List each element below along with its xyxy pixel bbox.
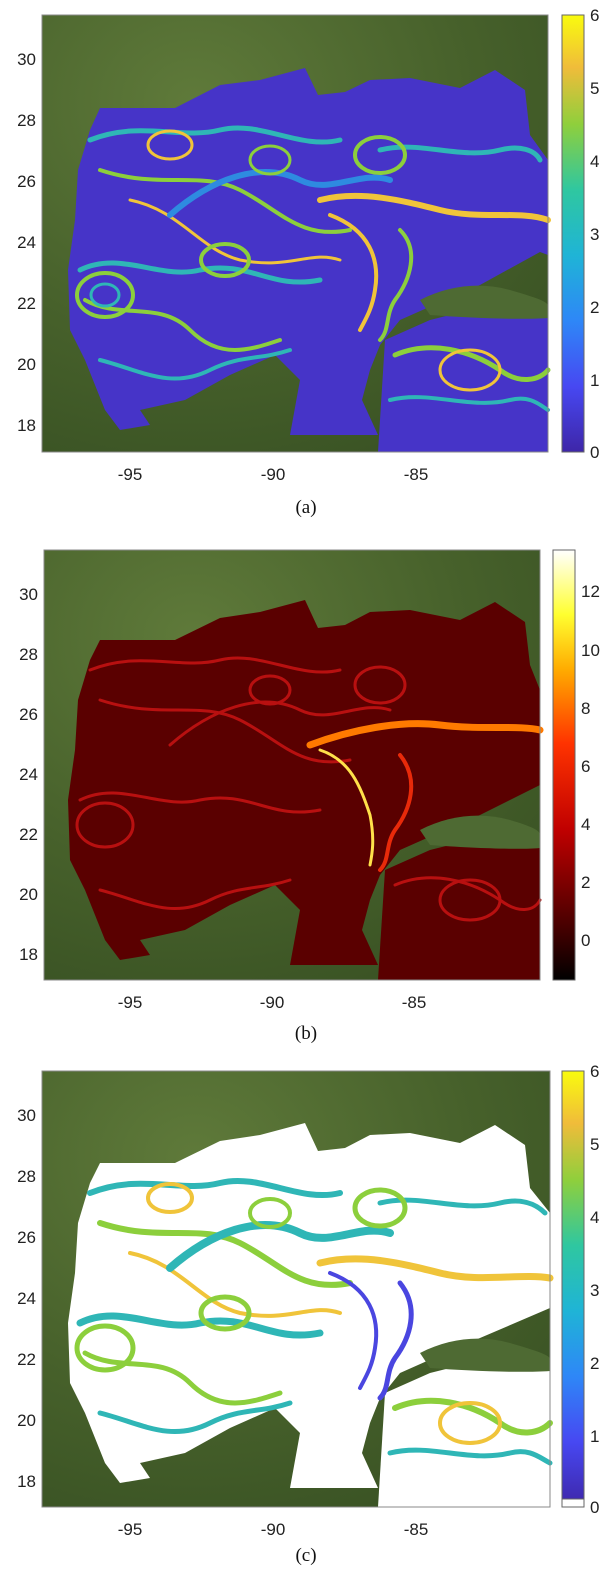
lat-tick-20: 20 (17, 1411, 36, 1430)
ocean-basin (68, 1123, 550, 1488)
filaments-b (75, 656, 544, 922)
lat-tick-18: 18 (17, 1472, 36, 1491)
cb-b-tick-8: 8 (581, 699, 590, 718)
lat-tick-30: 30 (19, 585, 38, 604)
lon-tick-95: -95 (118, 1520, 143, 1539)
lon-tick-95: -95 (118, 465, 143, 484)
colorbar-ticks-b: 12 10 8 6 4 2 0 (581, 582, 600, 950)
lat-tick-20: 20 (19, 885, 38, 904)
caption-b: (b) (294, 1023, 318, 1044)
map-a: 30 28 26 24 22 20 18 -95 -90 -85 6 5 4 3… (17, 6, 599, 484)
panel-b: 30 28 26 24 22 20 18 -95 -90 -85 12 10 8… (0, 540, 612, 1050)
lon-ticks-c: -95 -90 -85 (118, 1520, 429, 1539)
cb-a-tick-1: 1 (590, 371, 599, 390)
panel-a: 30 28 26 24 22 20 18 -95 -90 -85 6 5 4 3… (0, 0, 612, 525)
cb-a-tick-3: 3 (590, 225, 599, 244)
colorbar-ticks-a: 6 5 4 3 2 1 0 (590, 6, 599, 462)
filaments-a (75, 125, 551, 412)
colorbar-c-zero-band (561, 1498, 585, 1508)
lat-tick-28: 28 (17, 1167, 36, 1186)
colorbar-c (561, 1070, 585, 1508)
lat-tick-28: 28 (17, 111, 36, 130)
cuba-landmass (420, 285, 548, 319)
map-c: 30 28 26 24 22 20 18 -95 -90 -85 6 5 4 3… (17, 1062, 599, 1539)
ocean-caribbean (378, 310, 548, 452)
cb-a-tick-6: 6 (590, 6, 599, 25)
map-b: 30 28 26 24 22 20 18 -95 -90 -85 12 10 8… (19, 549, 600, 1012)
cb-c-tick-5: 5 (590, 1135, 599, 1154)
cb-c-tick-2: 2 (590, 1354, 599, 1373)
cb-a-tick-0: 0 (590, 443, 599, 462)
lon-tick-90: -90 (260, 993, 285, 1012)
caption-c: (c) (295, 1545, 317, 1566)
cuba-landmass (420, 1338, 550, 1372)
lon-tick-85: -85 (402, 993, 427, 1012)
filaments-c (74, 1177, 554, 1466)
cb-c-tick-3: 3 (590, 1281, 599, 1300)
lon-ticks-a: -95 -90 -85 (118, 465, 429, 484)
cb-c-tick-1: 1 (590, 1427, 599, 1446)
lat-tick-26: 26 (17, 1228, 36, 1247)
lat-tick-26: 26 (19, 705, 38, 724)
cb-a-tick-2: 2 (590, 298, 599, 317)
cb-c-tick-4: 4 (590, 1208, 599, 1227)
lat-ticks-c: 30 28 26 24 22 20 18 (17, 1106, 36, 1491)
cb-a-tick-5: 5 (590, 79, 599, 98)
caption-a: (a) (295, 497, 317, 518)
lat-tick-18: 18 (17, 416, 36, 435)
lat-ticks-a: 30 28 26 24 22 20 18 (17, 50, 36, 435)
lon-tick-85: -85 (404, 465, 429, 484)
axes-frame-a (41, 14, 549, 453)
lat-tick-18: 18 (19, 945, 38, 964)
ocean-basin (68, 68, 548, 435)
cb-b-tick-10: 10 (581, 641, 600, 660)
panel-c: 30 28 26 24 22 20 18 -95 -90 -85 6 5 4 3… (0, 1062, 612, 1573)
lat-ticks-b: 30 28 26 24 22 20 18 (19, 585, 38, 964)
ocean-basin (68, 600, 540, 965)
cb-b-tick-2: 2 (581, 873, 590, 892)
colorbar-ticks-c: 6 5 4 3 2 1 0 (590, 1062, 599, 1517)
lat-tick-28: 28 (19, 645, 38, 664)
cb-b-tick-0: 0 (581, 931, 590, 950)
lat-tick-24: 24 (17, 1289, 36, 1308)
cuba-landmass (420, 815, 540, 849)
cb-c-tick-0: 0 (590, 1498, 599, 1517)
cb-c-tick-6: 6 (590, 1063, 599, 1081)
axes-frame-c (41, 1070, 551, 1508)
lon-ticks-b: -95 -90 -85 (118, 993, 427, 1012)
colorbar-a (561, 14, 585, 453)
cb-a-tick-4: 4 (590, 152, 599, 171)
axes-frame-b (43, 549, 541, 981)
lon-tick-90: -90 (261, 465, 286, 484)
ocean-caribbean (378, 840, 540, 980)
lon-tick-95: -95 (118, 993, 143, 1012)
cb-b-tick-12: 12 (581, 582, 600, 601)
cb-b-tick-6: 6 (581, 757, 590, 776)
lat-tick-20: 20 (17, 355, 36, 374)
lat-tick-24: 24 (19, 765, 38, 784)
colorbar-b (552, 549, 576, 981)
lat-tick-30: 30 (17, 1106, 36, 1125)
lat-tick-22: 22 (19, 825, 38, 844)
lat-tick-24: 24 (17, 233, 36, 252)
lat-tick-26: 26 (17, 172, 36, 191)
lat-tick-30: 30 (17, 50, 36, 69)
cb-b-tick-4: 4 (581, 815, 590, 834)
lat-tick-22: 22 (17, 1350, 36, 1369)
lon-tick-90: -90 (261, 1520, 286, 1539)
lat-tick-22: 22 (17, 294, 36, 313)
lon-tick-85: -85 (404, 1520, 429, 1539)
